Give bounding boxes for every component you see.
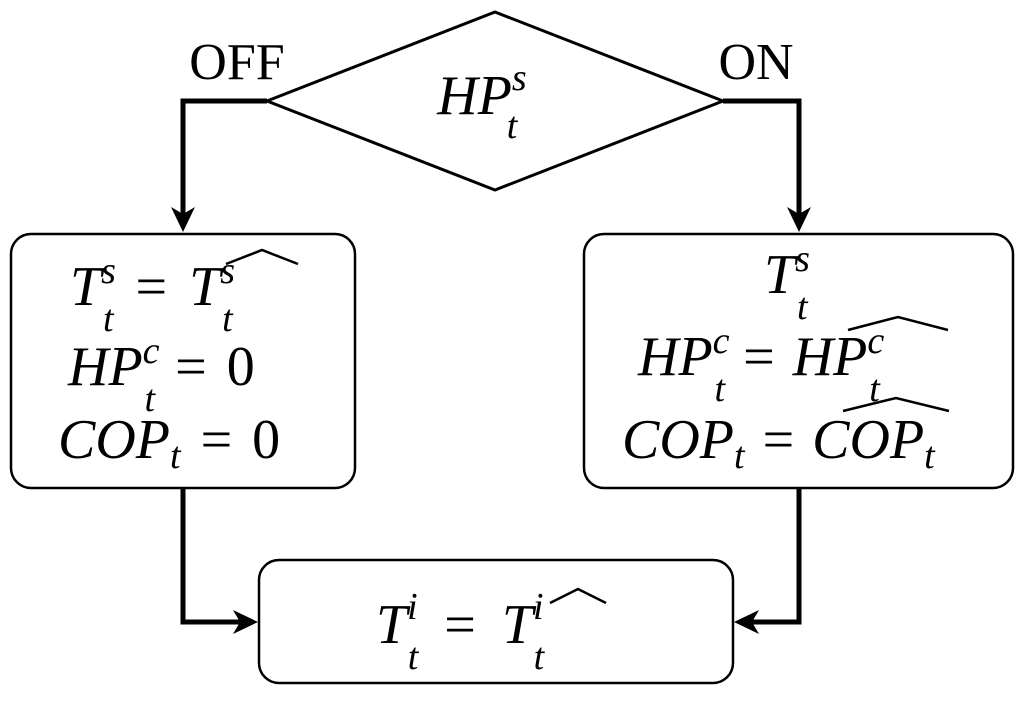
off-line-1: Ts t= Ts t — [70, 250, 235, 340]
result-line: Ti t= Ti t — [376, 586, 546, 678]
on-branch-arrowhead — [787, 207, 811, 232]
result-box — [257, 558, 735, 685]
on-branch-label: ON — [718, 34, 793, 91]
off-line-3: COPt = 0 — [58, 409, 280, 477]
on-line-2-hat — [847, 315, 949, 332]
on-branch-arrow — [723, 98, 802, 220]
off-branch-arrow — [180, 98, 267, 220]
on-line-3-hat — [842, 396, 950, 413]
on-to-result-arrow — [752, 488, 802, 625]
on-line-1: Ts t — [764, 238, 810, 328]
off-to-result-arrowhead — [233, 610, 258, 634]
off-branch-label: OFF — [189, 34, 284, 91]
on-line-2: HPc t= HPc t — [637, 320, 884, 410]
on-line-3: COPt = COPt — [622, 409, 936, 477]
off-line-2: HPc t= 0 — [67, 330, 255, 420]
on-to-result-arrowhead — [734, 610, 759, 634]
off-to-result-arrow — [180, 488, 240, 625]
off-line-1-hat — [225, 248, 299, 266]
off-branch-arrowhead — [171, 207, 195, 232]
decision-diamond — [262, 10, 728, 192]
result-hat — [549, 587, 607, 605]
decision-label: HPs t — [436, 57, 526, 147]
